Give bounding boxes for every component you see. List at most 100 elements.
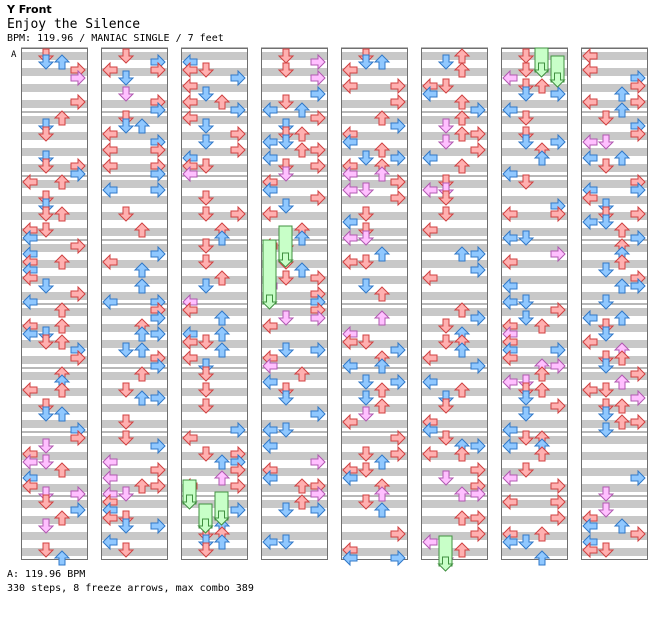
beat-band — [421, 276, 488, 284]
beat-band — [261, 100, 328, 108]
left-arrow-icon — [182, 429, 198, 447]
beat-band — [581, 404, 648, 412]
beat-band — [581, 132, 648, 140]
up-arrow-icon — [53, 462, 71, 478]
up-arrow-icon — [213, 94, 231, 110]
up-arrow-icon — [133, 262, 151, 278]
freeze-arrow-tail-icon — [437, 556, 454, 572]
right-arrow-icon — [470, 525, 486, 543]
right-arrow-icon — [310, 69, 326, 87]
left-arrow-icon — [262, 101, 278, 119]
right-arrow-icon — [630, 93, 646, 111]
up-arrow-icon — [453, 246, 471, 262]
up-arrow-icon — [453, 302, 471, 318]
up-arrow-icon — [213, 470, 231, 486]
down-arrow-icon — [357, 54, 375, 70]
beat-band — [101, 164, 168, 172]
down-arrow-icon — [37, 438, 55, 454]
section-marker-a: A — [11, 50, 17, 60]
beat-band — [581, 324, 648, 332]
down-arrow-icon — [37, 518, 55, 534]
down-arrow-icon — [197, 118, 215, 134]
beat-band — [581, 516, 648, 524]
up-arrow-icon — [613, 518, 631, 534]
right-arrow-icon — [550, 245, 566, 263]
beat-band — [21, 500, 88, 508]
left-arrow-icon — [342, 469, 358, 487]
down-arrow-icon — [197, 398, 215, 414]
down-arrow-icon — [117, 118, 135, 134]
right-arrow-icon — [470, 245, 486, 263]
beat-band — [421, 212, 488, 220]
beat-band — [181, 484, 248, 492]
beat-band — [581, 260, 648, 268]
beat-band — [21, 52, 88, 60]
down-arrow-icon — [117, 486, 135, 502]
left-arrow-icon — [582, 517, 598, 535]
down-arrow-icon — [597, 158, 615, 174]
right-arrow-icon — [550, 341, 566, 359]
beat-band — [101, 212, 168, 220]
beat-band — [501, 276, 568, 284]
left-arrow-icon — [342, 413, 358, 431]
down-arrow-icon — [517, 134, 535, 150]
down-arrow-icon — [117, 542, 135, 558]
right-arrow-icon — [150, 165, 166, 183]
down-arrow-icon — [597, 382, 615, 398]
beat-band — [101, 292, 168, 300]
beat-band — [21, 420, 88, 428]
right-arrow-icon — [630, 525, 646, 543]
freeze-arrow-tail-icon — [261, 294, 278, 310]
up-arrow-icon — [613, 278, 631, 294]
beat-band — [261, 324, 328, 332]
beat-band — [101, 452, 168, 460]
beat-band — [181, 84, 248, 92]
down-arrow-icon — [277, 198, 295, 214]
right-arrow-icon — [550, 509, 566, 527]
down-arrow-icon — [197, 190, 215, 206]
up-arrow-icon — [453, 446, 471, 462]
right-arrow-icon — [550, 133, 566, 151]
beat-band — [421, 308, 488, 316]
right-arrow-icon — [470, 101, 486, 119]
beat-band — [341, 132, 408, 140]
down-arrow-icon — [517, 174, 535, 190]
up-arrow-icon — [53, 510, 71, 526]
beat-band — [341, 372, 408, 380]
left-arrow-icon — [502, 533, 518, 551]
beat-band — [581, 308, 648, 316]
beat-band — [101, 100, 168, 108]
beat-band — [101, 420, 168, 428]
up-arrow-icon — [533, 446, 551, 462]
beat-band — [421, 228, 488, 236]
beat-band — [421, 148, 488, 156]
up-arrow-icon — [213, 326, 231, 342]
beat-band — [181, 212, 248, 220]
left-arrow-icon — [262, 469, 278, 487]
down-arrow-icon — [597, 486, 615, 502]
beat-band — [581, 548, 648, 556]
left-arrow-icon — [502, 293, 518, 311]
beat-band — [261, 84, 328, 92]
right-arrow-icon — [390, 525, 406, 543]
right-arrow-icon — [470, 437, 486, 455]
right-arrow-icon — [150, 517, 166, 535]
beat-band — [581, 340, 648, 348]
beat-band — [581, 212, 648, 220]
bpm-line: A: 119.96 BPM — [7, 569, 86, 580]
left-arrow-icon — [102, 141, 118, 159]
right-arrow-icon — [150, 141, 166, 159]
beat-band — [261, 500, 328, 508]
beat-band — [101, 468, 168, 476]
up-arrow-icon — [373, 382, 391, 398]
beat-band — [261, 548, 328, 556]
right-arrow-icon — [390, 341, 406, 359]
right-arrow-icon — [150, 437, 166, 455]
beat-band — [101, 340, 168, 348]
beat-band — [21, 84, 88, 92]
chart-column-3 — [181, 47, 248, 560]
right-arrow-icon — [230, 477, 246, 495]
beat-band — [341, 212, 408, 220]
right-arrow-icon — [70, 501, 86, 519]
up-arrow-icon — [213, 454, 231, 470]
